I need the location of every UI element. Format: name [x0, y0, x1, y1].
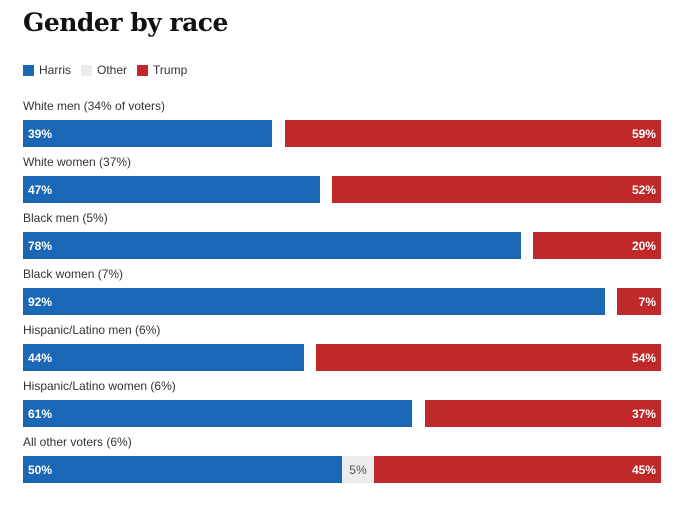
chart-row: Black women (7%) 92% 7% — [23, 264, 661, 320]
bar-segment-trump: 59% — [284, 120, 661, 147]
category-label: Black men (5%) — [23, 211, 108, 225]
data-label-harris: 39% — [28, 126, 53, 141]
category-label: Hispanic/Latino men (6%) — [23, 323, 161, 337]
data-label-trump: 59% — [631, 126, 656, 141]
legend-item-trump: Trump — [137, 63, 187, 77]
data-label-trump: 20% — [631, 238, 656, 253]
bar-segment-trump: 7% — [616, 288, 661, 315]
bar-segment-trump: 20% — [533, 232, 661, 259]
chart-row: White men (34% of voters) 39% 59% — [23, 96, 661, 152]
bar-segment-harris: 78% — [23, 232, 521, 259]
category-label: White women (37%) — [23, 155, 132, 169]
category-label: Hispanic/Latino women (6%) — [23, 379, 176, 393]
chart-row: Hispanic/Latino women (6%) 61% 37% — [23, 376, 661, 432]
bar-segment-other — [604, 288, 617, 315]
data-label-trump: 37% — [631, 406, 656, 421]
stacked-bar: 44% 54% — [23, 344, 661, 371]
data-label-harris: 78% — [28, 238, 53, 253]
stacked-bar: 61% 37% — [23, 400, 661, 427]
stacked-bar: 47% 52% — [23, 176, 661, 203]
legend-item-other: Other — [81, 63, 127, 77]
data-label-harris: 61% — [28, 406, 53, 421]
data-label-trump: 45% — [631, 462, 656, 477]
data-label-trump: 52% — [631, 182, 656, 197]
data-label-other: 5% — [349, 462, 367, 477]
bar-segment-harris: 39% — [23, 120, 272, 147]
chart-row: All other voters (6%) 50% 5% 45% — [23, 432, 661, 488]
category-label: Black women (7%) — [23, 267, 124, 281]
bar-segment-harris: 44% — [23, 344, 304, 371]
legend-swatch-trump — [137, 64, 149, 76]
category-label: White men (34% of voters) — [23, 99, 166, 113]
chart-title: Gender by race — [23, 8, 228, 37]
legend-swatch-harris — [23, 64, 34, 76]
stacked-bar: 78% 20% — [23, 232, 661, 259]
legend: Harris Other Trump — [23, 63, 197, 77]
legend-label-harris: Harris — [39, 63, 71, 77]
data-label-trump: 7% — [638, 294, 656, 309]
legend-item-harris: Harris — [23, 63, 71, 77]
bar-segment-other — [520, 232, 534, 259]
stacked-bar: 92% 7% — [23, 288, 661, 315]
legend-label-other: Other — [97, 63, 128, 77]
bar-segment-other — [271, 120, 285, 147]
data-label-harris: 92% — [28, 294, 53, 309]
chart-row: Black men (5%) 78% 20% — [23, 208, 661, 264]
data-label-harris: 50% — [28, 462, 53, 477]
bar-segment-other — [303, 344, 317, 371]
bar-segment-other — [412, 400, 425, 427]
legend-label-trump: Trump — [153, 63, 188, 77]
bar-segment-trump: 54% — [316, 344, 661, 371]
stacked-bar: 50% 5% 45% — [23, 456, 661, 483]
data-label-harris: 44% — [28, 350, 53, 365]
bar-segment-harris: 47% — [23, 176, 321, 203]
data-label-harris: 47% — [28, 182, 53, 197]
chart-row: Hispanic/Latino men (6%) 44% 54% — [23, 320, 661, 376]
bar-segment-other — [320, 176, 333, 203]
chart-row: White women (37%) 47% 52% — [23, 152, 661, 208]
bar-segment-other: 5% — [342, 456, 374, 483]
bar-segment-trump: 37% — [424, 400, 661, 427]
bar-segment-harris: 92% — [23, 288, 605, 315]
bar-segment-harris: 50% — [23, 456, 342, 483]
data-label-trump: 54% — [631, 350, 656, 365]
stacked-bar-chart: White men (34% of voters) 39% 59% White wom… — [23, 96, 661, 488]
stacked-bar: 39% 59% — [23, 120, 661, 147]
category-label: All other voters (6%) — [23, 435, 132, 449]
bar-segment-trump: 45% — [373, 456, 661, 483]
legend-swatch-other — [81, 64, 92, 76]
bar-segment-harris: 61% — [23, 400, 413, 427]
bar-segment-trump: 52% — [332, 176, 661, 203]
